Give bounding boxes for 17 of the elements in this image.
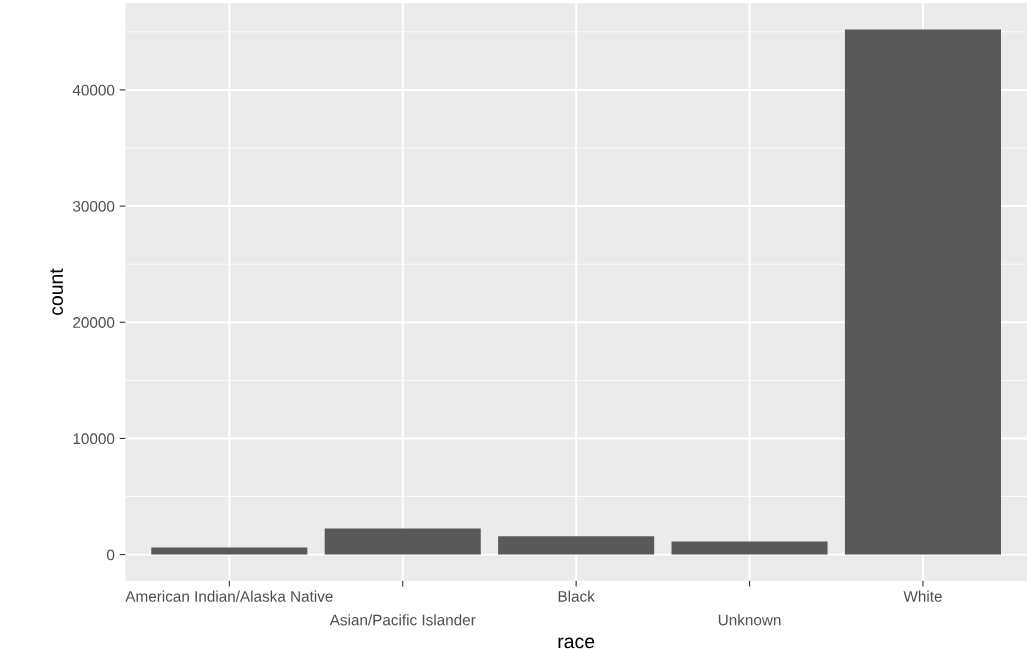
y-tick-label: 30000 <box>72 200 115 212</box>
bar <box>498 536 655 555</box>
x-tick-label: White <box>903 590 942 602</box>
y-tick-label: 20000 <box>73 317 115 328</box>
y-axis-title: count <box>50 268 63 316</box>
x-axis-title: race <box>558 637 595 649</box>
bar <box>844 29 1001 555</box>
y-tick-label: 40000 <box>72 84 115 96</box>
x-tick-label: Asian/Pacific Islander <box>329 614 476 626</box>
x-tick-label: Unknown <box>718 614 781 626</box>
bar <box>151 547 308 555</box>
y-tick-label: 0 <box>106 549 115 561</box>
bar <box>324 528 481 555</box>
bar <box>671 541 828 555</box>
x-tick-label: Black <box>558 590 595 602</box>
y-tick-label: 10000 <box>73 433 115 445</box>
x-tick-label: American Indian/Alaska Native <box>125 590 333 602</box>
